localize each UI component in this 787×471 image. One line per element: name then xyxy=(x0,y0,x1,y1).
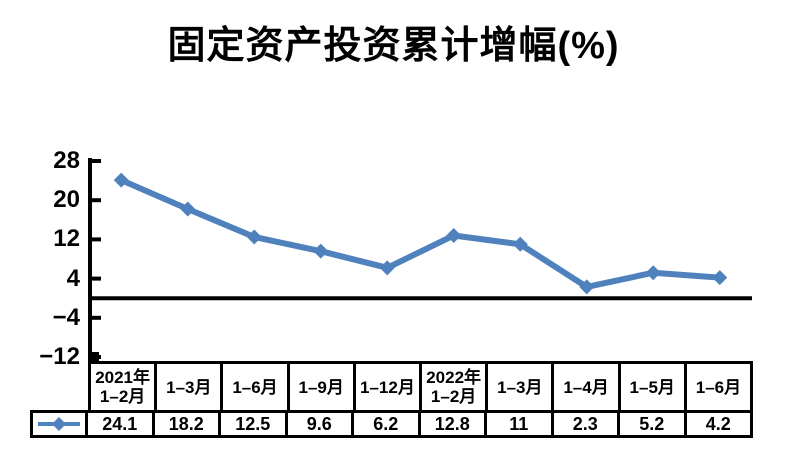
table-header-cell: 1–3月 xyxy=(485,361,555,413)
table-value-cell: 12.5 xyxy=(218,410,288,438)
table-value-cell: 6.2 xyxy=(351,410,421,438)
table-value-cell: 24.1 xyxy=(85,410,155,438)
table-header-row: 2021年 1–2月 1–3月 1–6月 1–9月 1–12月 2022年 1–2月 1–3… xyxy=(30,361,754,413)
data-point-marker xyxy=(579,279,595,295)
y-tick-label: 4 xyxy=(66,264,80,292)
data-point-marker xyxy=(712,270,728,286)
legend-cell xyxy=(30,410,88,438)
y-tick-label: 12 xyxy=(53,225,80,253)
table-value-cell: 5.2 xyxy=(617,410,687,438)
y-tick-label: 28 xyxy=(53,147,80,174)
table-header-cell: 1–6月 xyxy=(220,361,290,413)
table-header-cell: 1–3月 xyxy=(154,361,224,413)
data-point-marker xyxy=(246,229,262,245)
data-point-marker xyxy=(180,201,196,217)
table-header-cell: 2021年 1–2月 xyxy=(88,361,158,413)
table-value-cell: 12.8 xyxy=(417,410,487,438)
data-point-marker xyxy=(113,172,129,188)
table-header-cell: 1–6月 xyxy=(683,361,754,413)
y-tick-label: −12 xyxy=(39,343,80,370)
table-header-cell: 1–5月 xyxy=(617,361,687,413)
data-point-marker xyxy=(446,227,462,243)
axis-corner xyxy=(88,352,99,362)
data-point-marker xyxy=(313,243,329,259)
table-header-cell: 1–4月 xyxy=(551,361,621,413)
table-value-cell: 4.2 xyxy=(683,410,753,438)
table-value-row: 24.1 18.2 12.5 9.6 6.2 12.8 11 2.3 5.2 4.2 xyxy=(30,410,753,438)
data-point-marker xyxy=(379,260,395,276)
table-value-cell: 11 xyxy=(484,410,554,438)
table-header-cell: 1–12月 xyxy=(352,361,423,413)
legend-series-marker-icon xyxy=(38,417,80,431)
table-value-cell: 2.3 xyxy=(550,410,620,438)
data-point-marker xyxy=(512,236,528,252)
data-line xyxy=(118,177,723,290)
y-tick-label: −4 xyxy=(52,303,80,331)
table-value-cell: 18.2 xyxy=(151,410,221,438)
table-value-cell: 9.6 xyxy=(284,410,354,438)
y-tick-label: 20 xyxy=(53,186,80,214)
table-header-cell: 1–9月 xyxy=(286,361,356,413)
chart-title: 固定资产投资累计增幅(%) xyxy=(167,25,620,67)
data-table: 2021年 1–2月 1–3月 1–6月 1–9月 1–12月 2022年 1–2月 1–3… xyxy=(30,361,754,438)
table-header-cell: 2022年 1–2月 xyxy=(419,361,489,413)
data-point-marker xyxy=(645,265,661,281)
